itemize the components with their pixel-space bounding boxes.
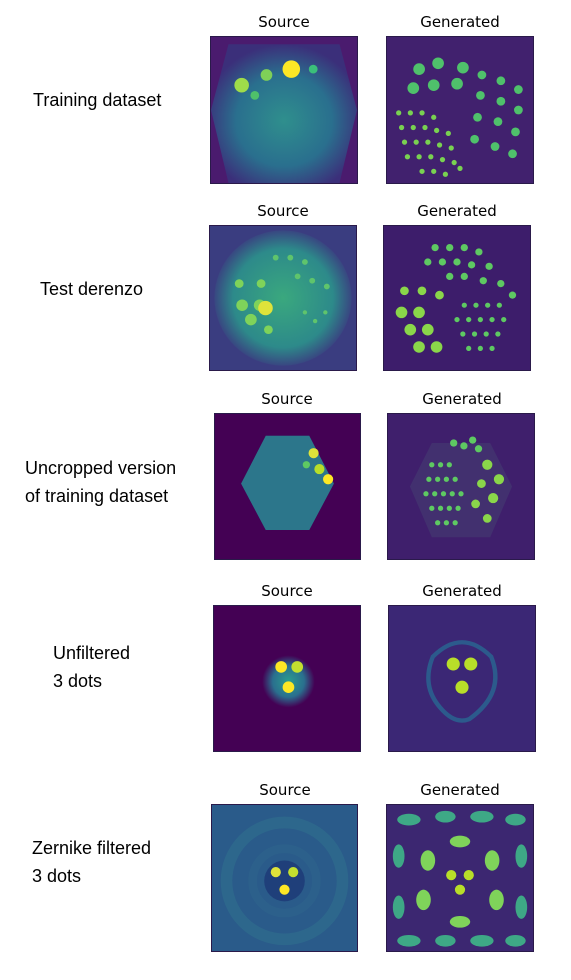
generated-image-uncropped <box>388 414 534 559</box>
source-image-zernike <box>212 805 357 951</box>
source-image-derenzo <box>210 226 356 370</box>
row-label-uncropped: Uncropped version of training dataset <box>25 454 176 510</box>
generated-image-training <box>387 37 533 183</box>
generated-image-unfiltered <box>389 606 535 751</box>
source-image-unfiltered <box>214 606 360 751</box>
source-title: Source <box>258 13 310 31</box>
generated-title: Generated <box>420 781 500 799</box>
row-label-training-dataset: Training dataset <box>33 86 161 114</box>
row-label-line: of training dataset <box>25 486 169 506</box>
generated-title: Generated <box>422 390 502 408</box>
source-image-training <box>211 37 357 183</box>
source-image-uncropped <box>215 414 360 559</box>
row-label-unfiltered: Unfiltered 3 dots <box>53 639 130 695</box>
row-label-line: 3 dots <box>32 866 82 886</box>
row-label-line: Test derenzo <box>40 279 144 299</box>
row-label-line: 3 dots <box>53 671 103 691</box>
generated-title: Generated <box>422 582 502 600</box>
row-label-line: Zernike filtered <box>32 838 152 858</box>
row-label-test-derenzo: Test derenzo <box>40 275 143 303</box>
source-title: Source <box>261 582 313 600</box>
source-title: Source <box>259 781 311 799</box>
row-label-line: Uncropped version <box>25 458 177 478</box>
row-label-zernike: Zernike filtered 3 dots <box>32 834 151 890</box>
generated-title: Generated <box>420 13 500 31</box>
generated-image-derenzo <box>384 226 530 370</box>
generated-title: Generated <box>417 202 497 220</box>
generated-image-zernike <box>387 805 533 951</box>
row-label-line: Unfiltered <box>53 643 131 663</box>
row-label-line: Training dataset <box>33 90 162 110</box>
source-title: Source <box>261 390 313 408</box>
source-title: Source <box>257 202 309 220</box>
